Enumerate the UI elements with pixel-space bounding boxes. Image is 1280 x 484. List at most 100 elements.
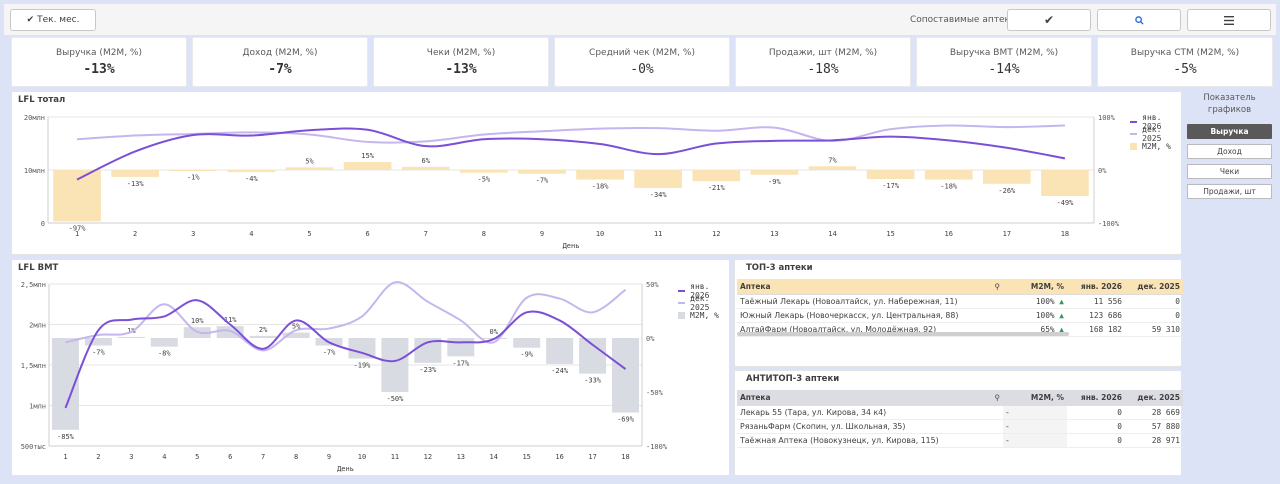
kpi-revenue-vmt[interactable]: Выручка ВМТ (M2M, %) -14% [916, 37, 1092, 87]
m2m-bar [401, 166, 450, 170]
x-tick-label: 16 [555, 453, 563, 461]
x-tick-label: 5 [307, 230, 311, 238]
m2m-bar-label: -7% [92, 349, 105, 357]
y2-tick-label: -100% [646, 443, 668, 451]
search-button[interactable] [1097, 9, 1181, 31]
col-jan[interactable]: янв. 2026 [1067, 279, 1125, 295]
horizontal-scrollbar[interactable] [737, 332, 1069, 336]
col-dec[interactable]: дек. 2025 [1125, 390, 1183, 406]
table-row[interactable]: Таёжный Лекарь (Новоалтайск, ул. Набереж… [737, 294, 1183, 309]
col-jan[interactable]: янв. 2026 [1067, 390, 1125, 406]
m2m-bar-label: 10% [191, 317, 204, 325]
x-tick-label: 14 [490, 453, 498, 461]
x-tick-label: 9 [540, 230, 544, 238]
kpi-income[interactable]: Доход (M2M, %) -7% [192, 37, 368, 87]
m2m-bar [750, 170, 799, 175]
antitop3-title: АНТИТОП-3 аптеки [746, 374, 840, 384]
x-tick-label: 10 [596, 230, 604, 238]
top3-table: Аптека ⚲ M2M, % янв. 2026 дек. 2025 Таёжн… [737, 279, 1183, 337]
arrow-up-icon: ▲ [1059, 310, 1064, 320]
search-icon [1134, 15, 1144, 25]
x-tick-label: 14 [828, 230, 836, 238]
m2m-bar-label: -21% [708, 184, 726, 192]
x-tick-label: 11 [654, 230, 662, 238]
m2m-bar-label: -18% [940, 183, 958, 191]
table-row[interactable]: РязаньФарм (Скопин, ул. Школьная, 35) -0 5… [737, 419, 1183, 434]
x-tick-label: 2 [133, 230, 137, 238]
check-small-icon: ✔ [26, 15, 35, 25]
y2-tick-label: 0% [1098, 167, 1107, 175]
x-tick-label: 3 [129, 453, 133, 461]
m2m-bar-label: 0% [490, 328, 499, 336]
search-icon[interactable]: ⚲ [994, 392, 1001, 402]
kpi-avg-receipt[interactable]: Средний чек (M2M, %) -0% [554, 37, 730, 87]
m2m-bar-label: -26% [998, 187, 1016, 195]
x-tick-label: 16 [945, 230, 953, 238]
col-pharmacy[interactable]: Аптека ⚲ [737, 279, 1003, 295]
x-tick-label: 5 [195, 453, 199, 461]
m2m-bar-label: -4% [245, 175, 258, 183]
legend-dec-icon [678, 302, 686, 304]
m2m-bar-label: -1% [187, 174, 200, 182]
menu-icon [1224, 15, 1234, 25]
kpi-receipts[interactable]: Чеки (M2M, %) -13% [373, 37, 549, 87]
col-dec[interactable]: дек. 2025 [1125, 279, 1183, 295]
col-pharmacy[interactable]: Аптека ⚲ [737, 390, 1003, 406]
chart-total-panel: LFL тотал 0 10млн 20млн -100% 0% 100% -97% -13%… [11, 91, 1182, 255]
col-m2m[interactable]: M2M, % [1003, 390, 1067, 406]
legend-jan-icon [1130, 121, 1138, 123]
x-tick-label: 6 [366, 230, 370, 238]
m2m-bar [282, 332, 310, 338]
top3-panel: ТОП-3 аптеки Аптека ⚲ M2M, % янв. 2026 де… [734, 259, 1183, 367]
period-button[interactable]: ✔ Tек. мес. [10, 9, 96, 31]
table-row[interactable]: Южный Лекарь (Новочеркасск, ул. Централь… [737, 308, 1183, 323]
m2m-bar [111, 170, 159, 177]
m2m-bar-label: -19% [354, 362, 372, 370]
m2m-bar [343, 162, 392, 170]
kpi-revenue[interactable]: Выручка (M2M, %) -13% [11, 37, 187, 87]
m2m-bar-label: -13% [127, 180, 145, 188]
x-tick-label: 8 [294, 453, 298, 461]
legend-jan-icon [678, 290, 686, 292]
m2m-bar [692, 170, 741, 182]
m2m-bar-label: -7% [536, 177, 549, 185]
m2m-bar [1041, 170, 1089, 196]
chart-vmt[interactable]: 500тыс1млн1,5млн2млн2,5млн-100%-50%0%50%… [12, 260, 731, 477]
m2m-bar [612, 338, 640, 413]
sidebar-button-sales[interactable]: Продажи, шт [1187, 184, 1272, 199]
x-axis-label: День [337, 465, 354, 473]
comparable-check-button[interactable]: ✔ [1007, 9, 1091, 31]
m2m-bar [216, 326, 244, 338]
table-row[interactable]: Таёжная Аптека (Новокузнецк, ул. Кирова,… [737, 433, 1183, 448]
m2m-bar-label: 2% [259, 326, 268, 334]
m2m-bar-label: -49% [1057, 199, 1075, 207]
y2-tick-label: 50% [646, 281, 659, 289]
m2m-bar [150, 338, 178, 347]
antitop3-panel: АНТИТОП-3 аптеки Аптека ⚲ M2M, % янв. 202… [734, 370, 1183, 476]
x-tick-label: 1 [63, 453, 67, 461]
sidebar-button-receipts[interactable]: Чеки [1187, 164, 1272, 179]
sidebar-button-revenue[interactable]: Выручка [1187, 124, 1272, 139]
kpi-sales-units[interactable]: Продажи, шт (M2M, %) -18% [735, 37, 911, 87]
m2m-bar-label: -24% [551, 367, 569, 375]
x-tick-label: 7 [261, 453, 265, 461]
col-m2m[interactable]: M2M, % [1003, 279, 1067, 295]
m2m-bar [348, 338, 376, 359]
y-tick-label: 1млн [29, 403, 46, 411]
menu-button[interactable] [1187, 9, 1271, 31]
table-row[interactable]: Лекарь 55 (Тара, ул. Кирова, 34 к4) -0 28 … [737, 405, 1183, 420]
m2m-bar-label: -5% [478, 176, 491, 184]
search-icon[interactable]: ⚲ [994, 281, 1001, 291]
kpi-revenue-stm[interactable]: Выручка СТМ (M2M, %) -5% [1097, 37, 1273, 87]
m2m-bar-label: -8% [158, 350, 171, 358]
arrow-up-icon: ▲ [1059, 324, 1064, 334]
sidebar-button-income[interactable]: Доход [1187, 144, 1272, 159]
x-tick-label: 7 [424, 230, 428, 238]
x-tick-label: 13 [457, 453, 465, 461]
m2m-bar [983, 170, 1031, 184]
x-tick-label: 13 [770, 230, 778, 238]
legend-m2m-icon [1130, 142, 1137, 150]
x-tick-label: 12 [712, 230, 720, 238]
y-tick-label: 500тыс [21, 443, 46, 451]
